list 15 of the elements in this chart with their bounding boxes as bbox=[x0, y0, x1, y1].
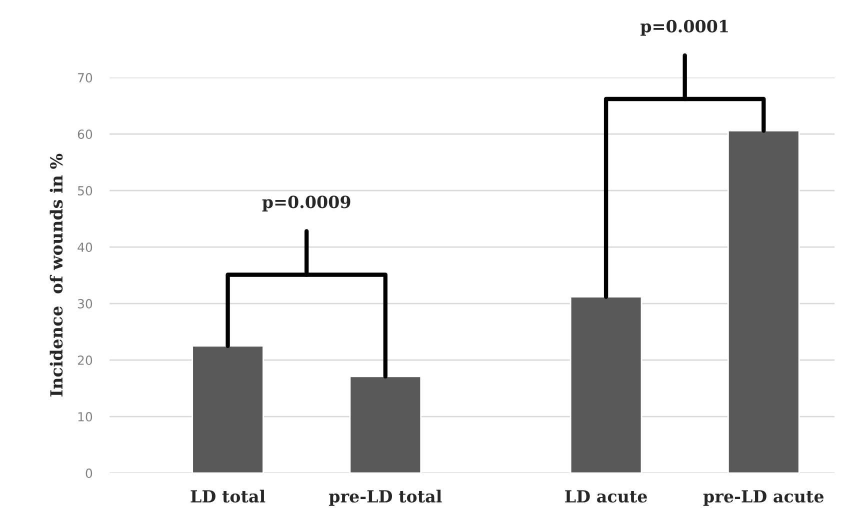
y-tick-label: 20 bbox=[78, 356, 92, 365]
y-tick-label: 60 bbox=[78, 130, 92, 139]
y-tick-label: 0 bbox=[86, 468, 92, 478]
y-tick-label: 10 bbox=[78, 412, 92, 422]
x-tick-label: LD total bbox=[190, 490, 266, 503]
x-tick-label: pre-LD acute bbox=[703, 490, 824, 506]
y-tick-label: 70 bbox=[78, 73, 92, 82]
y-axis-title: Incidence of wounds in % bbox=[50, 154, 63, 396]
y-tick-label: 40 bbox=[78, 242, 92, 252]
x-tick-label: LD acute bbox=[565, 490, 647, 503]
x-tick-label: pre-LD total bbox=[328, 490, 442, 506]
text: p=0.0001 bbox=[640, 20, 728, 36]
y-tick-label: 30 bbox=[78, 299, 92, 308]
annotation: p=0.0009 bbox=[262, 196, 350, 212]
y-tick-label: 50 bbox=[78, 186, 92, 196]
